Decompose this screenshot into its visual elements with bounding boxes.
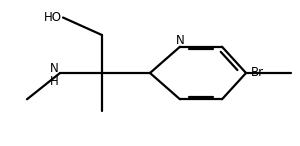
Text: H: H xyxy=(50,74,58,88)
Text: HO: HO xyxy=(44,11,62,24)
Text: Br: Br xyxy=(250,66,264,80)
Text: N: N xyxy=(50,62,58,75)
Text: N: N xyxy=(176,34,184,47)
